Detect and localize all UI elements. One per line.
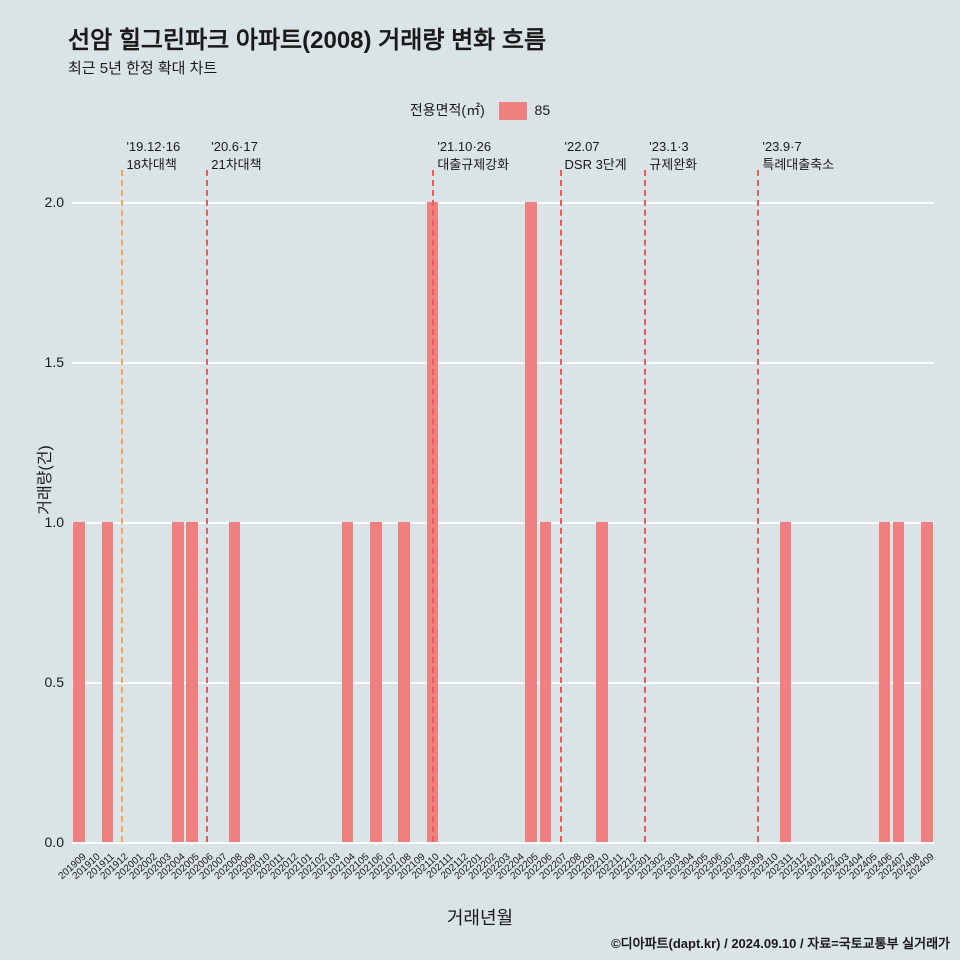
- bar: [893, 522, 905, 842]
- bar: [921, 522, 933, 842]
- bar: [172, 522, 184, 842]
- y-tick-label: 1.5: [45, 354, 64, 370]
- bar: [780, 522, 792, 842]
- grid-line: [72, 682, 934, 684]
- y-tick-label: 0.5: [45, 674, 64, 690]
- bar: [102, 522, 114, 842]
- chart-title: 선암 힐그린파크 아파트(2008) 거래량 변화 흐름: [68, 20, 546, 55]
- reference-line: [644, 170, 646, 842]
- x-axis-ticks: 2019092019102019112019122020012020022020…: [72, 842, 934, 902]
- reference-label: '22.07DSR 3단계: [565, 138, 627, 173]
- bar: [596, 522, 608, 842]
- bar: [370, 522, 382, 842]
- y-tick-label: 0.0: [45, 834, 64, 850]
- reference-line: [560, 170, 562, 842]
- reference-label: '23.9·7특례대출축소: [762, 138, 834, 173]
- legend: 전용면적(㎡) 85: [0, 100, 960, 120]
- legend-swatch: [499, 102, 527, 120]
- x-axis-label: 거래년월: [0, 904, 960, 930]
- credit-line: ©디아파트(dapt.kr) / 2024.09.10 / 자료=국토교통부 실…: [0, 933, 950, 952]
- y-tick-label: 1.0: [45, 514, 64, 530]
- bar: [342, 522, 354, 842]
- grid-line: [72, 202, 934, 204]
- bar: [525, 202, 537, 842]
- reference-line: [757, 170, 759, 842]
- bar: [73, 522, 85, 842]
- reference-line: [206, 170, 208, 842]
- reference-label: '23.1·3규제완화: [649, 138, 697, 173]
- bar: [229, 522, 241, 842]
- chart-subtitle: 최근 5년 한정 확대 차트: [68, 57, 546, 78]
- bar: [540, 522, 552, 842]
- legend-label: 전용면적(㎡): [410, 102, 485, 118]
- legend-series-label: 85: [535, 102, 551, 118]
- y-axis-label: 거래량(건): [31, 445, 55, 515]
- bar: [879, 522, 891, 842]
- reference-line: [121, 170, 123, 842]
- y-tick-label: 2.0: [45, 194, 64, 210]
- reference-line: [432, 170, 434, 842]
- reference-label: '21.10·26대출규제강화: [437, 138, 509, 173]
- plot-area: 0.00.51.01.52.0'19.12·1618차대책'20.6·1721차…: [72, 170, 934, 842]
- grid-line: [72, 362, 934, 364]
- bar: [186, 522, 198, 842]
- reference-label: '19.12·1618차대책: [126, 138, 180, 173]
- bar: [398, 522, 410, 842]
- grid-line: [72, 522, 934, 524]
- reference-label: '20.6·1721차대책: [211, 138, 261, 173]
